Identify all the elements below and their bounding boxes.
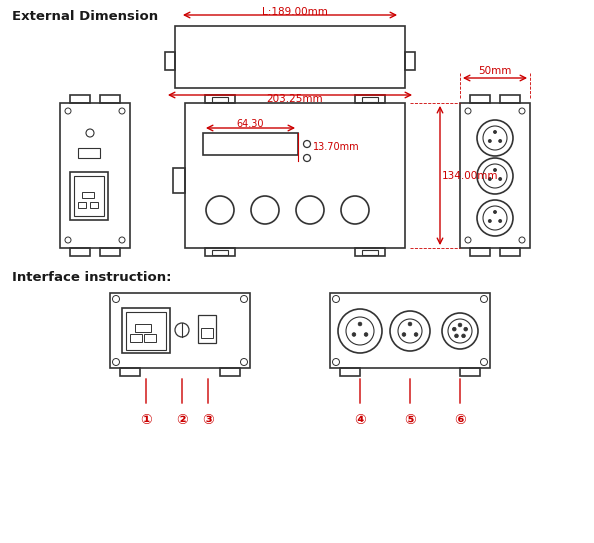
Bar <box>120 368 140 376</box>
Text: ④: ④ <box>354 413 366 427</box>
Bar <box>500 248 520 256</box>
Bar <box>405 52 415 70</box>
Bar <box>330 293 490 368</box>
Circle shape <box>499 219 502 223</box>
Bar <box>126 312 166 350</box>
Bar <box>201 328 213 338</box>
Bar <box>355 95 385 103</box>
Bar <box>60 103 130 248</box>
Bar <box>500 95 520 103</box>
Bar <box>70 172 108 220</box>
Circle shape <box>414 333 418 336</box>
Text: L:189.00mm: L:189.00mm <box>262 7 328 17</box>
Bar <box>130 334 142 342</box>
Bar <box>205 95 235 103</box>
Circle shape <box>462 334 465 338</box>
Circle shape <box>358 322 362 326</box>
Circle shape <box>488 140 491 142</box>
Text: ③: ③ <box>202 413 214 427</box>
Circle shape <box>488 178 491 180</box>
Bar <box>165 52 175 70</box>
Bar <box>78 202 86 208</box>
Circle shape <box>453 327 456 331</box>
Circle shape <box>352 333 356 336</box>
Circle shape <box>494 130 497 134</box>
Circle shape <box>402 333 406 336</box>
Bar <box>220 368 240 376</box>
Text: Interface instruction:: Interface instruction: <box>12 271 172 284</box>
Circle shape <box>458 323 462 327</box>
Bar <box>70 248 90 256</box>
Text: 64.30: 64.30 <box>236 119 264 129</box>
Bar <box>100 248 120 256</box>
Bar <box>74 176 104 216</box>
Bar <box>144 334 156 342</box>
Bar <box>212 97 228 102</box>
Text: 203.25mm: 203.25mm <box>267 94 323 104</box>
Bar <box>78 148 100 158</box>
Circle shape <box>494 211 497 213</box>
Bar <box>470 95 490 103</box>
Circle shape <box>408 322 412 326</box>
Bar <box>82 192 94 198</box>
Circle shape <box>454 334 459 338</box>
Circle shape <box>499 178 502 180</box>
Bar <box>70 95 90 103</box>
Text: 13.70mm: 13.70mm <box>313 142 359 152</box>
Bar <box>362 97 378 102</box>
Text: ②: ② <box>176 413 188 427</box>
Bar <box>100 95 120 103</box>
Bar <box>205 248 235 256</box>
Bar <box>198 315 216 343</box>
Circle shape <box>499 140 502 142</box>
Text: ①: ① <box>140 413 152 427</box>
Text: 50mm: 50mm <box>478 66 511 76</box>
Text: 134.00mm: 134.00mm <box>442 171 498 181</box>
Bar <box>460 103 530 248</box>
Bar <box>470 248 490 256</box>
Bar <box>175 26 405 88</box>
Bar <box>122 308 170 353</box>
Bar <box>340 368 360 376</box>
Bar <box>460 368 480 376</box>
Text: External Dimension: External Dimension <box>12 10 158 23</box>
Circle shape <box>364 333 368 336</box>
Circle shape <box>464 327 467 331</box>
Bar <box>355 248 385 256</box>
Bar <box>135 324 151 332</box>
Bar <box>185 103 405 248</box>
Bar <box>90 202 98 208</box>
Circle shape <box>488 219 491 223</box>
Bar <box>110 293 250 368</box>
Bar <box>203 133 298 155</box>
Text: ⑥: ⑥ <box>454 413 466 427</box>
Circle shape <box>494 168 497 172</box>
Text: ⑤: ⑤ <box>404 413 416 427</box>
Bar <box>362 250 378 255</box>
Bar <box>212 250 228 255</box>
Bar <box>173 168 185 193</box>
